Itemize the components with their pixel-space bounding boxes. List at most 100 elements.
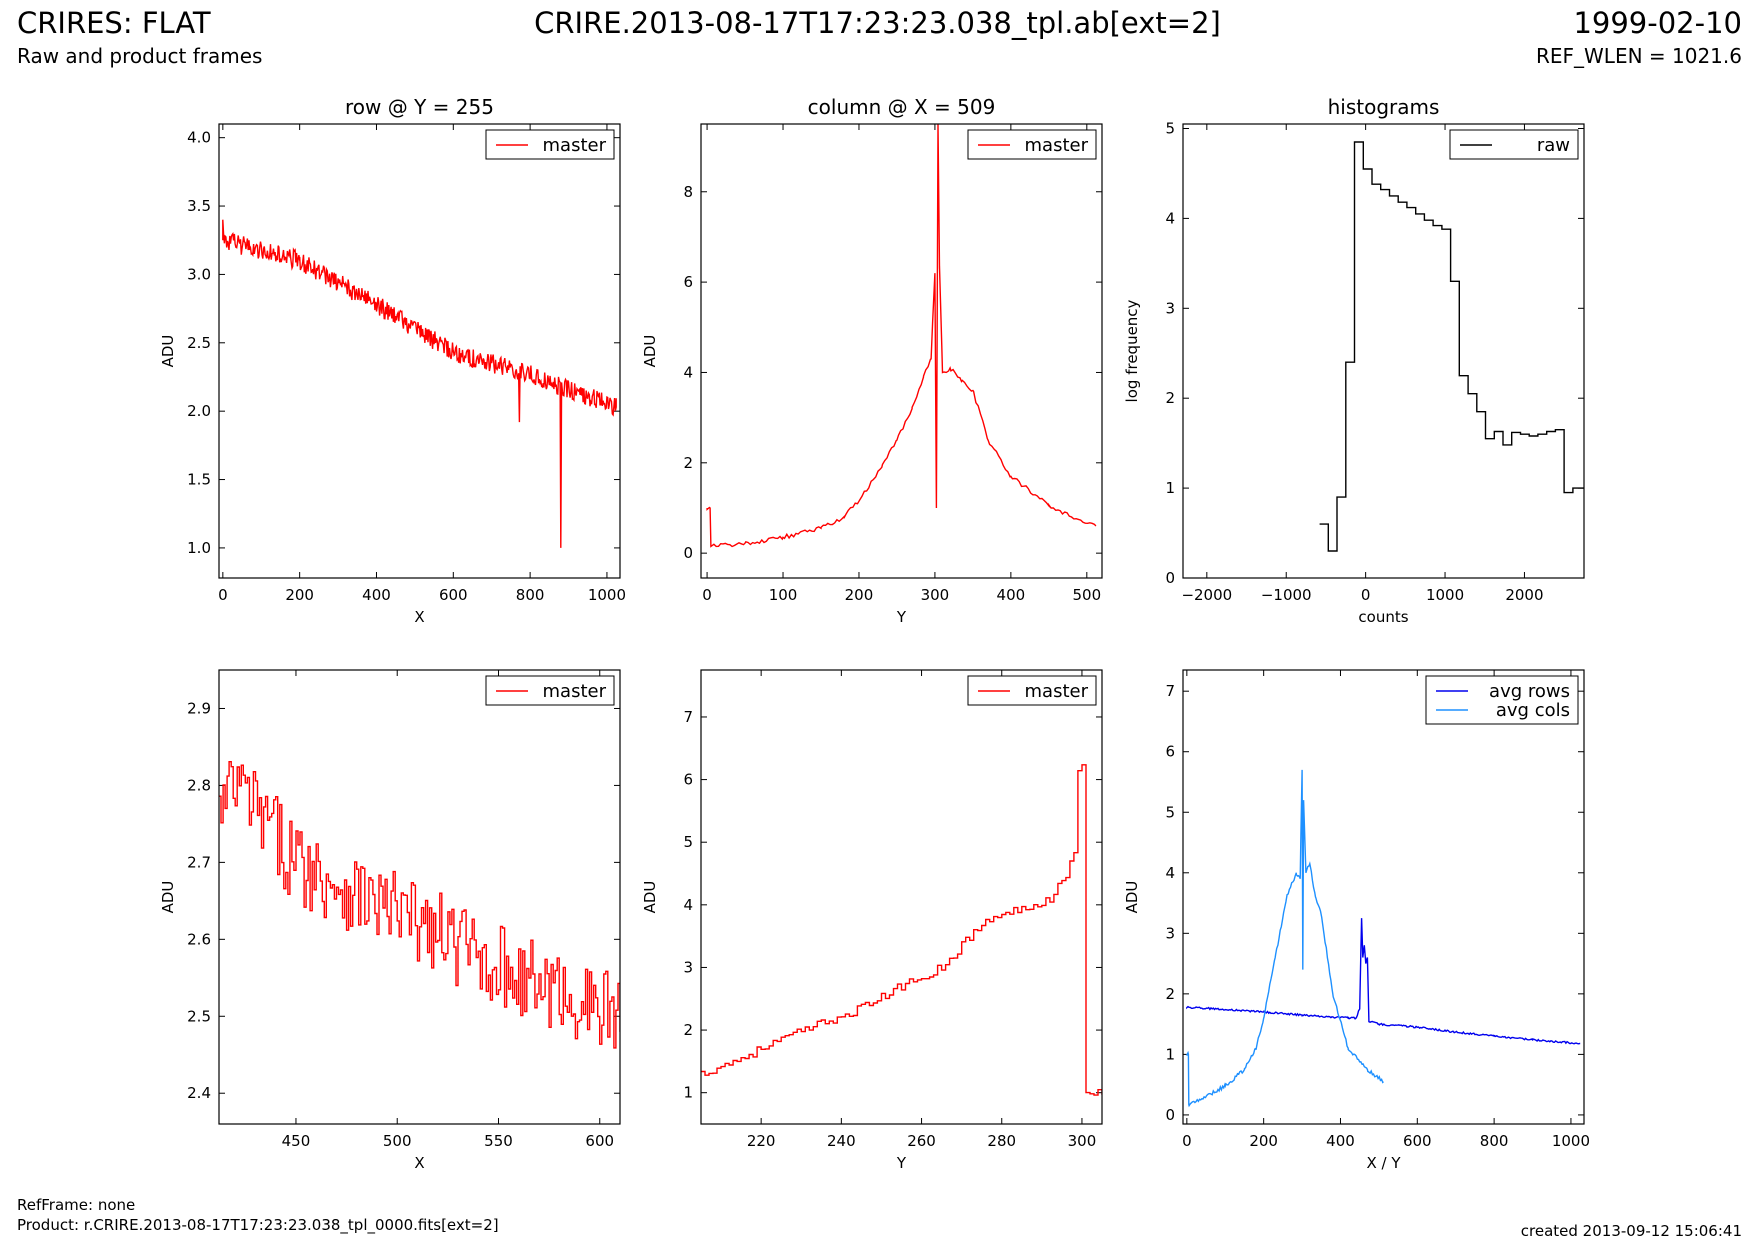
footer-created: created 2013-09-12 15:06:41: [1520, 1222, 1742, 1240]
x-tick-label: 0: [702, 586, 712, 604]
chart-panel-row-zoom: 450 500 550 600 2.4 2.5 2.6 2.7 2.8 2.9 X ADU master: [159, 669, 621, 1172]
x-tick-label: 600: [439, 586, 468, 604]
y-tick-label: 4: [1165, 864, 1175, 882]
chart-title: row @ Y = 255: [345, 95, 494, 119]
footer-refframe: RefFrame: none: [17, 1196, 136, 1214]
legend: master: [485, 129, 615, 160]
y-tick-label: 0: [683, 544, 693, 562]
plot-frame: [700, 669, 1103, 1125]
plot-frame: [1182, 123, 1585, 579]
series-line-avg-cols: [1186, 769, 1384, 1108]
series-line-master: [706, 124, 1097, 548]
y-axis-label: ADU: [1123, 881, 1141, 914]
y-axis-label: log frequency: [1123, 299, 1141, 402]
y-tick-label: 2: [683, 1021, 693, 1039]
y-tick-label: 1: [683, 1084, 693, 1102]
x-tick-label: 400: [1326, 1132, 1355, 1150]
x-tick-label: −2000: [1181, 586, 1232, 604]
y-tick-label: 4.0: [187, 129, 211, 147]
x-tick-label: −1000: [1261, 586, 1312, 604]
x-axis-label: X: [414, 608, 424, 626]
y-tick-label: 5: [683, 833, 693, 851]
figure-subtitle: Raw and product frames: [17, 44, 263, 68]
y-axis-label: ADU: [641, 881, 659, 914]
y-tick-label: 0: [1165, 569, 1175, 587]
y-tick-label: 1.0: [187, 539, 211, 557]
y-tick-label: 7: [683, 708, 693, 726]
legend-box: [485, 129, 615, 160]
legend-entry: master: [1025, 681, 1089, 702]
legend-entry: master: [543, 135, 607, 156]
legend-entry: avg cols: [1496, 700, 1570, 721]
x-axis-label: counts: [1358, 608, 1408, 626]
plot-frame: [1182, 669, 1585, 1125]
legend-entry: avg rows: [1489, 681, 1570, 702]
y-tick-label: 2.4: [187, 1084, 211, 1102]
y-tick-label: 2: [1165, 985, 1175, 1003]
legend-entry: master: [543, 681, 607, 702]
x-tick-label: 1000: [588, 586, 626, 604]
plot-frame: [218, 123, 621, 579]
plot-frame: [218, 669, 621, 1125]
y-tick-label: 7: [1165, 682, 1175, 700]
x-tick-label: 0: [218, 586, 228, 604]
x-tick-label: 200: [1249, 1132, 1278, 1150]
x-tick-label: 2000: [1505, 586, 1543, 604]
series-line-avg-rows: [1186, 918, 1581, 1045]
chart-panel-hist: histograms −2000 −1000 0 1000 2000 0 1 2 3 4 5 count…: [1123, 95, 1585, 626]
y-tick-label: 1: [1165, 1045, 1175, 1063]
y-tick-label: 2.6: [187, 930, 211, 948]
legend-entry: raw: [1537, 135, 1570, 156]
y-tick-label: 1: [1165, 479, 1175, 497]
file-name: CRIRE.2013-08-17T17:23:23.038_tpl.ab[ext…: [534, 6, 1221, 40]
x-tick-label: 600: [1403, 1132, 1432, 1150]
x-tick-label: 260: [907, 1132, 936, 1150]
y-axis-label: ADU: [641, 335, 659, 368]
y-axis-label: ADU: [159, 335, 177, 368]
y-tick-label: 4: [1165, 209, 1175, 227]
chart-panel-column-zoom: 220 240 260 280 300 1 2 3 4 5 6 7 Y ADU master: [641, 669, 1103, 1172]
chart-panel-row: row @ Y = 255 0 200 400 600 800 1000 1.0 1.5 2.0 2…: [159, 95, 626, 626]
chart-panel-column: column @ X = 509 0 100 200 300 400 500 0 2 4 6 8 Y AD…: [641, 95, 1103, 626]
x-axis-label: Y: [896, 608, 907, 626]
y-tick-label: 3: [1165, 299, 1175, 317]
ref-wlen: REF_WLEN = 1021.6: [1535, 44, 1742, 68]
y-tick-label: 8: [683, 183, 693, 201]
x-tick-label: 200: [285, 586, 314, 604]
y-tick-label: 3: [1165, 924, 1175, 942]
legend-box: [1425, 675, 1579, 725]
series-line-raw: [1319, 141, 1584, 552]
x-tick-label: 400: [997, 586, 1026, 604]
y-tick-label: 3.5: [187, 197, 211, 215]
x-tick-label: 300: [921, 586, 950, 604]
legend: master: [967, 129, 1097, 160]
x-tick-label: 500: [1072, 586, 1101, 604]
chart-title: histograms: [1328, 95, 1440, 119]
y-tick-label: 2.9: [187, 699, 211, 717]
x-tick-label: 450: [282, 1132, 311, 1150]
x-tick-label: 280: [987, 1132, 1016, 1150]
footer-product: Product: r.CRIRE.2013-08-17T17:23:23.038…: [17, 1216, 499, 1234]
x-tick-label: 300: [1068, 1132, 1097, 1150]
y-tick-label: 5: [1165, 803, 1175, 821]
x-tick-label: 400: [362, 586, 391, 604]
y-tick-label: 5: [1165, 119, 1175, 137]
series-line-master: [701, 764, 1102, 1096]
header-date: 1999-02-10: [1573, 6, 1742, 40]
x-tick-label: 1000: [1552, 1132, 1590, 1150]
x-axis-label: X / Y: [1366, 1154, 1401, 1172]
x-tick-label: 0: [1182, 1132, 1192, 1150]
legend: raw: [1449, 129, 1579, 160]
y-tick-label: 2: [683, 454, 693, 472]
x-axis-label: Y: [896, 1154, 907, 1172]
x-tick-label: 800: [1480, 1132, 1509, 1150]
x-tick-label: 100: [769, 586, 798, 604]
y-tick-label: 3.0: [187, 265, 211, 283]
x-tick-label: 500: [383, 1132, 412, 1150]
y-tick-label: 1.5: [187, 471, 211, 489]
y-tick-label: 4: [683, 896, 693, 914]
chart-panel-avg: 0 200 400 600 800 1000 0 1 2 3 4 5 6 7 X / Y ADU avg row…: [1123, 669, 1590, 1172]
series-line-master: [219, 761, 620, 1049]
